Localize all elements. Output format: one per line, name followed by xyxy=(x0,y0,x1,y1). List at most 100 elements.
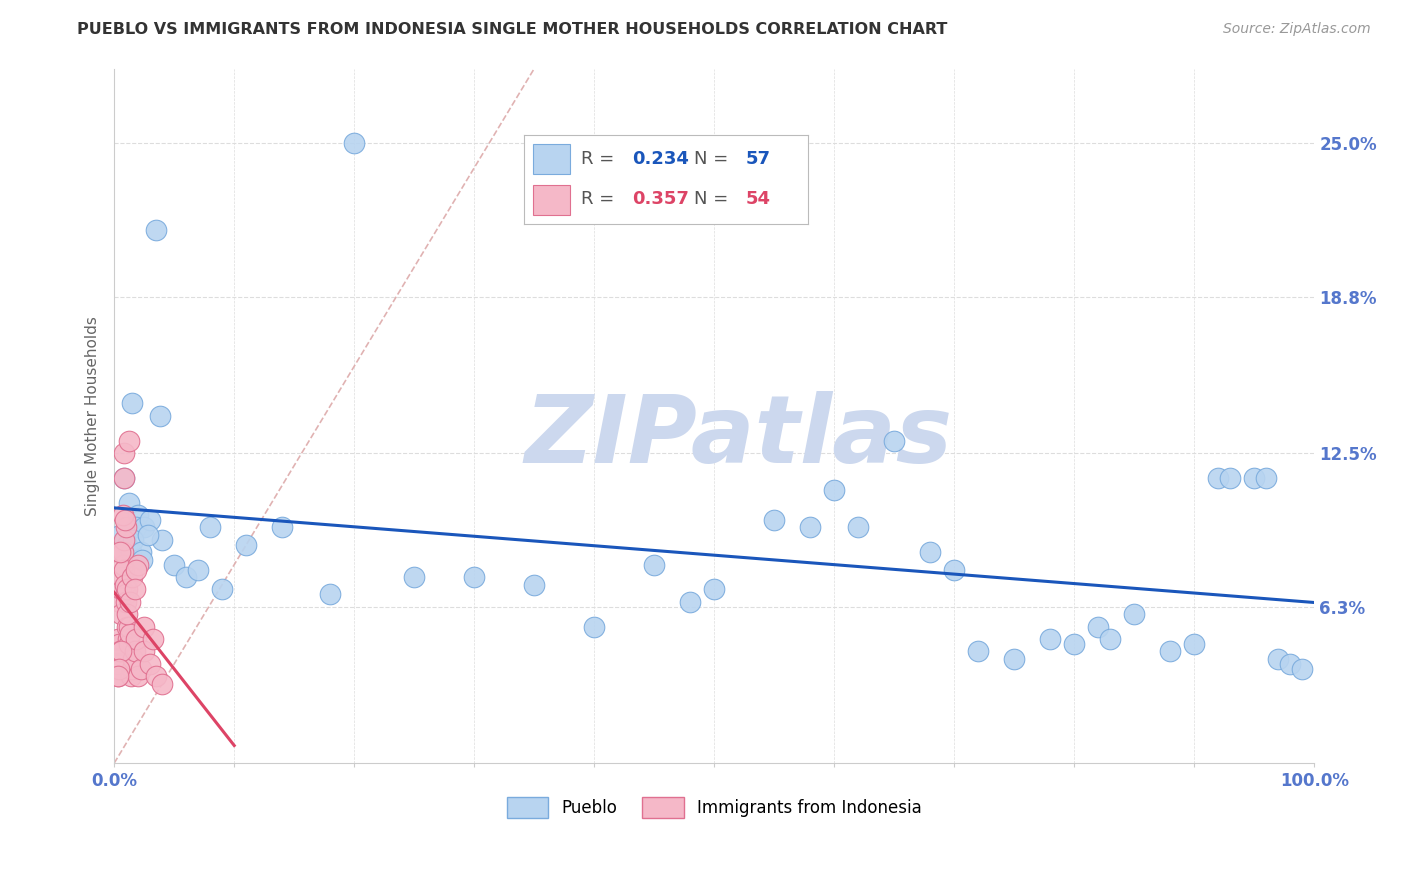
Text: 57: 57 xyxy=(745,150,770,168)
Point xyxy=(1039,632,1062,646)
Point xyxy=(114,513,136,527)
Point xyxy=(129,545,152,559)
Text: N =: N = xyxy=(695,150,734,168)
Point xyxy=(150,533,173,547)
Point xyxy=(111,508,134,522)
Point xyxy=(120,545,142,559)
Point xyxy=(125,632,148,646)
Point xyxy=(114,577,136,591)
Point xyxy=(1267,652,1289,666)
Point xyxy=(118,627,141,641)
Point xyxy=(112,563,135,577)
Point xyxy=(799,520,821,534)
Point xyxy=(163,558,186,572)
Point xyxy=(679,595,702,609)
Text: R =: R = xyxy=(581,150,620,168)
Point xyxy=(235,538,257,552)
Point xyxy=(1002,652,1025,666)
Point xyxy=(134,644,156,658)
Point xyxy=(1279,657,1302,671)
Point xyxy=(117,434,139,448)
Point xyxy=(319,587,342,601)
Point xyxy=(118,620,141,634)
Text: 54: 54 xyxy=(745,190,770,208)
Point xyxy=(883,434,905,448)
Point xyxy=(110,644,132,658)
Bar xyxy=(533,145,569,174)
Point xyxy=(127,669,149,683)
Point xyxy=(104,652,127,666)
Point xyxy=(108,595,131,609)
Point xyxy=(122,652,145,666)
Point xyxy=(1256,471,1278,485)
Point xyxy=(643,558,665,572)
Point xyxy=(108,528,131,542)
Point xyxy=(117,620,139,634)
Point xyxy=(112,471,135,485)
Point xyxy=(112,533,135,547)
Point xyxy=(271,520,294,534)
Point xyxy=(107,669,129,683)
Bar xyxy=(533,186,569,215)
Point xyxy=(115,582,138,597)
Point xyxy=(823,483,845,498)
Point xyxy=(149,409,172,423)
Point xyxy=(117,496,139,510)
Text: Source: ZipAtlas.com: Source: ZipAtlas.com xyxy=(1223,22,1371,37)
Point xyxy=(211,582,233,597)
Point xyxy=(115,595,138,609)
Point xyxy=(1291,662,1313,676)
Point xyxy=(1219,471,1241,485)
Point xyxy=(1099,632,1122,646)
Point xyxy=(1087,620,1109,634)
Point xyxy=(846,520,869,534)
Point xyxy=(114,587,136,601)
Text: ZIPatlas: ZIPatlas xyxy=(524,391,952,483)
Point xyxy=(967,644,990,658)
Point xyxy=(115,520,138,534)
Point xyxy=(107,669,129,683)
Point xyxy=(134,520,156,534)
Point xyxy=(1063,637,1085,651)
Point xyxy=(131,552,153,566)
Point xyxy=(200,520,222,534)
Point xyxy=(112,471,135,485)
Point xyxy=(1159,644,1181,658)
Point xyxy=(105,662,128,676)
Point xyxy=(105,657,128,671)
Point xyxy=(134,620,156,634)
Point xyxy=(108,545,131,559)
Point xyxy=(121,396,143,410)
Point xyxy=(110,582,132,597)
Point xyxy=(110,607,132,622)
Point xyxy=(142,632,165,646)
Point xyxy=(1243,471,1265,485)
Point xyxy=(1184,637,1206,651)
Point xyxy=(114,533,136,547)
Point xyxy=(121,662,143,676)
Point xyxy=(125,563,148,577)
Point xyxy=(108,644,131,658)
Point xyxy=(920,545,942,559)
Text: 0.357: 0.357 xyxy=(633,190,689,208)
Point xyxy=(117,632,139,646)
Point xyxy=(122,533,145,547)
Point xyxy=(118,595,141,609)
Y-axis label: Single Mother Households: Single Mother Households xyxy=(86,316,100,516)
Point xyxy=(108,637,131,651)
Point xyxy=(127,558,149,572)
Point xyxy=(145,223,167,237)
Point xyxy=(523,577,546,591)
Point xyxy=(463,570,485,584)
Point xyxy=(108,662,131,676)
Legend: Pueblo, Immigrants from Indonesia: Pueblo, Immigrants from Indonesia xyxy=(501,790,929,824)
Point xyxy=(107,632,129,646)
Point xyxy=(121,570,143,584)
Point xyxy=(127,508,149,522)
Point xyxy=(111,570,134,584)
Point xyxy=(943,563,966,577)
Point xyxy=(1123,607,1146,622)
Point xyxy=(125,520,148,534)
Point xyxy=(583,620,606,634)
Point xyxy=(112,545,135,559)
